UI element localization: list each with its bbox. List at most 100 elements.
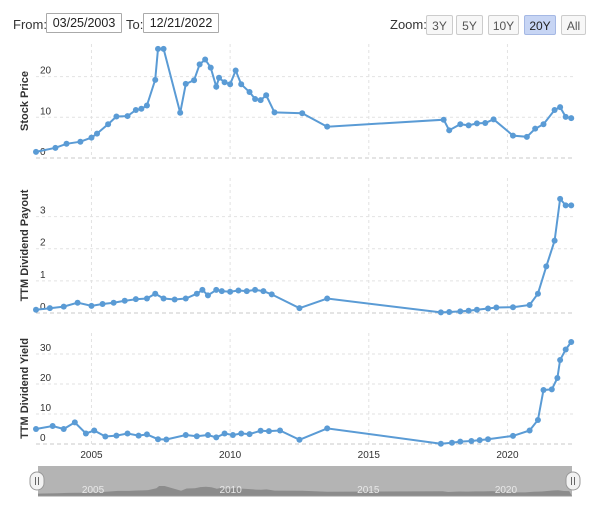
data-point[interactable] <box>509 132 516 139</box>
data-point[interactable] <box>490 116 497 123</box>
data-point[interactable] <box>202 56 209 63</box>
data-point[interactable] <box>221 430 228 437</box>
data-point[interactable] <box>238 430 245 437</box>
data-point[interactable] <box>82 430 89 437</box>
data-point[interactable] <box>299 110 306 117</box>
data-point[interactable] <box>437 309 444 316</box>
zoom-button-5y[interactable]: 5Y <box>456 15 483 35</box>
data-point[interactable] <box>557 104 564 111</box>
data-point[interactable] <box>473 306 480 313</box>
data-point[interactable] <box>213 286 220 293</box>
data-point[interactable] <box>509 304 516 311</box>
data-point[interactable] <box>204 292 211 299</box>
data-point[interactable] <box>74 299 81 306</box>
to-date-input[interactable] <box>143 13 219 33</box>
handle-knob[interactable] <box>565 471 581 491</box>
data-point[interactable] <box>243 288 250 295</box>
data-point[interactable] <box>246 89 253 96</box>
data-point[interactable] <box>562 113 569 120</box>
data-point[interactable] <box>121 297 128 304</box>
data-point[interactable] <box>473 120 480 127</box>
data-point[interactable] <box>171 296 178 303</box>
data-point[interactable] <box>446 309 453 316</box>
data-point[interactable] <box>257 427 264 434</box>
data-point[interactable] <box>213 83 220 90</box>
data-point[interactable] <box>440 116 447 123</box>
data-point[interactable] <box>218 288 225 295</box>
data-point[interactable] <box>229 432 236 438</box>
data-point[interactable] <box>132 296 139 303</box>
zoom-button-10y[interactable]: 10Y <box>488 15 519 35</box>
data-point[interactable] <box>568 115 575 122</box>
data-point[interactable] <box>526 301 533 308</box>
data-point[interactable] <box>60 303 67 310</box>
data-point[interactable] <box>33 426 39 432</box>
data-point[interactable] <box>71 419 78 426</box>
data-point[interactable] <box>263 92 270 99</box>
data-point[interactable] <box>213 434 220 441</box>
data-point[interactable] <box>465 307 472 314</box>
data-point[interactable] <box>446 127 453 134</box>
data-point[interactable] <box>532 125 539 132</box>
data-point[interactable] <box>257 97 264 104</box>
data-point[interactable] <box>216 74 223 81</box>
navigator[interactable]: 2005 2010 2015 2020 <box>29 466 581 497</box>
data-point[interactable] <box>548 386 555 393</box>
data-point[interactable] <box>485 436 492 443</box>
data-point[interactable] <box>260 288 267 295</box>
data-point[interactable] <box>182 432 189 438</box>
data-point[interactable] <box>232 67 239 74</box>
navigator-left-handle[interactable] <box>29 471 45 491</box>
data-point[interactable] <box>557 357 564 363</box>
data-point[interactable] <box>238 81 245 88</box>
data-point[interactable] <box>160 295 167 302</box>
data-point[interactable] <box>60 426 67 432</box>
data-point[interactable] <box>268 291 275 298</box>
data-point[interactable] <box>33 306 39 313</box>
zoom-button-20y[interactable]: 20Y <box>524 15 556 35</box>
data-point[interactable] <box>265 428 272 435</box>
data-point[interactable] <box>448 439 455 446</box>
data-point[interactable] <box>196 61 203 68</box>
data-point[interactable] <box>296 305 303 312</box>
data-point[interactable] <box>204 432 211 438</box>
data-point[interactable] <box>52 144 59 151</box>
from-date-input[interactable] <box>46 13 122 33</box>
data-point[interactable] <box>88 302 95 309</box>
data-point[interactable] <box>534 290 541 297</box>
data-point[interactable] <box>63 140 70 147</box>
data-point[interactable] <box>155 45 162 52</box>
data-point[interactable] <box>113 113 120 120</box>
data-point[interactable] <box>457 121 464 128</box>
data-point[interactable] <box>207 64 214 71</box>
data-point[interactable] <box>271 109 278 116</box>
data-point[interactable] <box>191 77 198 84</box>
zoom-button-all[interactable]: All <box>561 15 586 35</box>
handle-knob[interactable] <box>29 471 45 491</box>
data-point[interactable] <box>155 436 162 443</box>
data-point[interactable] <box>324 123 331 130</box>
data-point[interactable] <box>227 288 234 295</box>
data-point[interactable] <box>235 287 242 294</box>
data-point[interactable] <box>193 433 200 440</box>
data-point[interactable] <box>568 339 575 345</box>
data-point[interactable] <box>91 427 98 434</box>
data-point[interactable] <box>540 387 547 393</box>
data-point[interactable] <box>193 290 200 297</box>
data-point[interactable] <box>221 79 228 86</box>
data-point[interactable] <box>562 202 569 209</box>
data-point[interactable] <box>296 436 303 443</box>
data-point[interactable] <box>534 417 541 423</box>
data-point[interactable] <box>551 106 558 113</box>
data-point[interactable] <box>182 80 189 87</box>
data-point[interactable] <box>124 113 131 120</box>
data-point[interactable] <box>562 346 569 353</box>
data-point[interactable] <box>46 305 53 312</box>
data-point[interactable] <box>465 122 472 129</box>
data-point[interactable] <box>457 308 464 315</box>
data-point[interactable] <box>324 425 331 432</box>
data-point[interactable] <box>540 121 547 128</box>
data-point[interactable] <box>152 76 159 83</box>
data-point[interactable] <box>568 202 575 209</box>
data-point[interactable] <box>227 81 234 88</box>
